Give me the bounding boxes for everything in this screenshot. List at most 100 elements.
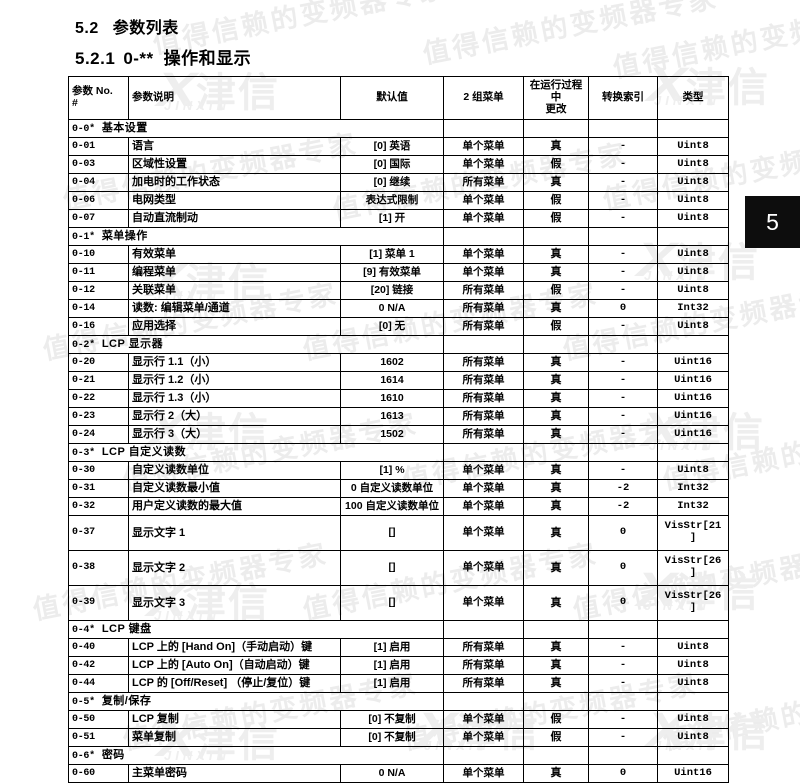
header-row: 参数 No. # 参数说明 默认值 2 组菜单 在运行过程中 更改 转换索引 类… (68, 76, 729, 120)
param-number: 0-51 (68, 728, 129, 747)
param-change-during-run: 假 (523, 209, 589, 228)
param-menu-scope: 所有菜单 (443, 674, 524, 693)
column-header-conversion-index: 转换索引 (588, 76, 658, 120)
group-label: 0-4* LCP 键盘 (68, 620, 444, 639)
param-menu-scope: 所有菜单 (443, 425, 524, 444)
group-code: 0-6* (72, 750, 95, 762)
param-change-during-run: 真 (523, 515, 589, 551)
param-menu-scope: 单个菜单 (443, 550, 524, 586)
table-row: 0-39 显示文字 3[] 单个菜单真 0 VisStr[26] (68, 585, 729, 621)
param-change-during-run: 真 (523, 638, 589, 657)
param-change-during-run: 真 (523, 299, 589, 318)
empty-cell (523, 119, 589, 138)
param-description: 显示文字 3 (128, 585, 341, 621)
param-default-value: [1] 启用 (340, 674, 444, 693)
param-conversion-index: - (588, 353, 658, 372)
param-description: 显示行 1.3（小） (128, 389, 341, 408)
column-header-menu: 2 组菜单 (443, 76, 524, 120)
param-conversion-index: - (588, 173, 658, 192)
param-change-during-run: 真 (523, 764, 589, 783)
param-number: 0-50 (68, 710, 129, 729)
param-number: 0-16 (68, 317, 129, 336)
group-name: 菜单操作 (101, 229, 148, 242)
param-menu-scope: 所有菜单 (443, 299, 524, 318)
param-number: 0-14 (68, 299, 129, 318)
param-number: 0-07 (68, 209, 129, 228)
param-conversion-index: - (588, 137, 658, 156)
param-type: Uint16 (657, 371, 729, 390)
table-group-row: 0-5* 复制/保存 (68, 692, 729, 711)
param-type: VisStr[21] (657, 515, 729, 551)
param-description: 关联菜单 (128, 281, 341, 300)
table-header: 参数 No. # 参数说明 默认值 2 组菜单 在运行过程中 更改 转换索引 类… (68, 76, 729, 120)
table-group-row: 0-1* 菜单操作 (68, 227, 729, 246)
param-description: 语言 (128, 137, 341, 156)
param-type: Uint8 (657, 317, 729, 336)
param-menu-scope: 所有菜单 (443, 371, 524, 390)
param-menu-scope: 单个菜单 (443, 479, 524, 498)
param-type: Int32 (657, 299, 729, 318)
param-number: 0-32 (68, 497, 129, 516)
group-name: LCP 键盘 (101, 622, 152, 635)
param-type: VisStr[26] (657, 550, 729, 586)
param-description: 显示文字 1 (128, 515, 341, 551)
table-row: 0-51 菜单复制 [0] 不复制 单个菜单假 - Uint8 (68, 728, 729, 747)
param-conversion-index: -2 (588, 497, 658, 516)
param-change-during-run: 假 (523, 317, 589, 336)
table-row: 0-23 显示行 2（大） 1613 所有菜单真 - Uint16 (68, 407, 729, 426)
param-number: 0-11 (68, 263, 129, 282)
table-group-row: 0-4* LCP 键盘 (68, 620, 729, 639)
table-group-row: 0-6* 密码 (68, 746, 729, 765)
group-code: 0-3* (72, 447, 95, 459)
param-description: 电网类型 (128, 191, 341, 210)
table-row: 0-21 显示行 1.2（小） 1614 所有菜单真 - Uint16 (68, 371, 729, 390)
param-default-value: [1] % (340, 461, 444, 480)
chapter-tab: 5 (745, 196, 800, 248)
group-label: 0-5* 复制/保存 (68, 692, 444, 711)
param-type: Uint8 (657, 209, 729, 228)
table-row: 0-12 关联菜单 [20] 链接 所有菜单假 - Uint8 (68, 281, 729, 300)
param-description: 显示行 3（大） (128, 425, 341, 444)
header-param-no-line2: # (72, 97, 78, 109)
param-default-value: 0 N/A (340, 299, 444, 318)
param-number: 0-31 (68, 479, 129, 498)
param-change-during-run: 真 (523, 479, 589, 498)
param-change-during-run: 真 (523, 461, 589, 480)
parameter-table: 参数 No. # 参数说明 默认值 2 组菜单 在运行过程中 更改 转换索引 类… (68, 76, 729, 783)
param-conversion-index: - (588, 209, 658, 228)
table-row: 0-14 读数: 编辑菜单/通道 0 N/A 所有菜单真 0 Int32 (68, 299, 729, 318)
param-type: Uint8 (657, 638, 729, 657)
section-number: 5.2 (75, 20, 99, 37)
param-conversion-index: - (588, 425, 658, 444)
group-name: LCP 自定义读数 (101, 445, 187, 458)
param-change-during-run: 真 (523, 497, 589, 516)
param-description: 自定义读数最小值 (128, 479, 341, 498)
empty-cell (657, 443, 729, 462)
param-description: 显示行 2（大） (128, 407, 341, 426)
empty-cell (657, 746, 729, 765)
param-menu-scope: 单个菜单 (443, 515, 524, 551)
param-default-value: [1] 菜单 1 (340, 245, 444, 264)
group-code: 0-4* (72, 624, 95, 636)
table-row: 0-22 显示行 1.3（小） 1610 所有菜单真 - Uint16 (68, 389, 729, 408)
param-conversion-index: - (588, 674, 658, 693)
param-number: 0-23 (68, 407, 129, 426)
param-description: LCP 的 [Off/Reset] （停止/复位）键 (128, 674, 341, 693)
param-type: Uint8 (657, 245, 729, 264)
param-number: 0-40 (68, 638, 129, 657)
param-number: 0-39 (68, 585, 129, 621)
param-number: 0-04 (68, 173, 129, 192)
param-description: 显示行 1.2（小） (128, 371, 341, 390)
param-default-value: [0] 不复制 (340, 728, 444, 747)
param-number: 0-60 (68, 764, 129, 783)
param-conversion-index: - (588, 638, 658, 657)
param-change-during-run: 真 (523, 425, 589, 444)
param-type: Uint8 (657, 656, 729, 675)
param-description: 菜单复制 (128, 728, 341, 747)
param-type-line1: VisStr[21 (664, 520, 722, 533)
param-change-during-run: 真 (523, 656, 589, 675)
param-default-value: [0] 英语 (340, 137, 444, 156)
group-code: 0-5* (72, 696, 95, 708)
empty-cell (657, 620, 729, 639)
